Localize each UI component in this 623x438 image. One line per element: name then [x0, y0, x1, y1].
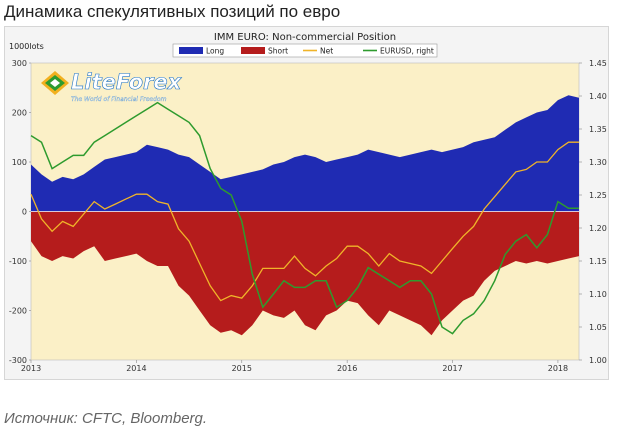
x-tick-label: 2014: [126, 364, 146, 373]
x-tick-label: 2018: [548, 364, 568, 373]
x-tick-label: 2013: [21, 364, 41, 373]
y-right-tick-label: 1.45: [589, 59, 607, 68]
y-right-tick-label: 1.15: [589, 257, 607, 266]
chart-svg: IMM EURO: Non-commercial Position 1000lo…: [9, 32, 607, 373]
chart-legend: Long Short Net EURUSD, right: [172, 43, 438, 58]
y-right-tick-label: 1.10: [589, 290, 607, 299]
source-caption: Источник: CFTC, Bloomberg.: [4, 410, 208, 427]
y-left-tick-label: 300: [12, 59, 27, 68]
legend-label: Short: [268, 47, 288, 56]
chart-title: IMM EURO: Non-commercial Position: [214, 32, 396, 43]
chart-frame: IMM EURO: Non-commercial Position 1000lo…: [4, 26, 609, 380]
y-left-tick-label: 200: [12, 109, 27, 118]
series-long-area: [31, 95, 579, 212]
x-tick-label: 2015: [232, 364, 252, 373]
legend-label: EURUSD, right: [380, 47, 434, 56]
y-right-tick-label: 1.30: [589, 158, 607, 167]
y-right-tick-label: 1.20: [589, 224, 607, 233]
series-eurusd-line: [30, 101, 579, 335]
y-left-tick-label: -300: [9, 356, 27, 365]
watermark-tagline: The World of Financial Freedom: [71, 96, 167, 103]
x-tick-label: 2016: [337, 364, 357, 373]
watermark-brand: LiteForex: [71, 70, 183, 94]
y-left-tick-label: -200: [9, 307, 27, 316]
y-left-tick-label: 100: [12, 158, 27, 167]
series-net-line: [30, 141, 579, 302]
y-right-tick-label: 1.35: [589, 125, 607, 134]
y-right-tick-label: 1.00: [589, 356, 607, 365]
axes-layer: 300 200 100 0 -100 -200 -300 1.45 1.40 1.35 1.30 1.…: [9, 59, 607, 373]
legend-label: Long: [206, 47, 224, 56]
y-right-tick-label: 1.05: [589, 323, 607, 332]
series-short-area: [31, 211, 579, 336]
page-heading: Динамика спекулятивных позиций по евро: [4, 2, 341, 21]
y-left-tick-label: -100: [9, 257, 27, 266]
legend-label: Net: [320, 47, 333, 56]
liteforex-logo-icon: [41, 71, 69, 95]
x-tick-label: 2017: [442, 364, 462, 373]
series-layer: [30, 95, 579, 336]
legend-swatch: [241, 47, 265, 54]
y-axis-unit-label: 1000lots: [9, 42, 44, 51]
y-right-tick-label: 1.40: [589, 92, 607, 101]
legend-swatch: [179, 47, 203, 54]
liteforex-watermark: LiteForex The World of Financial Freedom: [41, 70, 183, 103]
y-left-tick-label: 0: [22, 208, 27, 217]
y-right-tick-label: 1.25: [589, 191, 607, 200]
